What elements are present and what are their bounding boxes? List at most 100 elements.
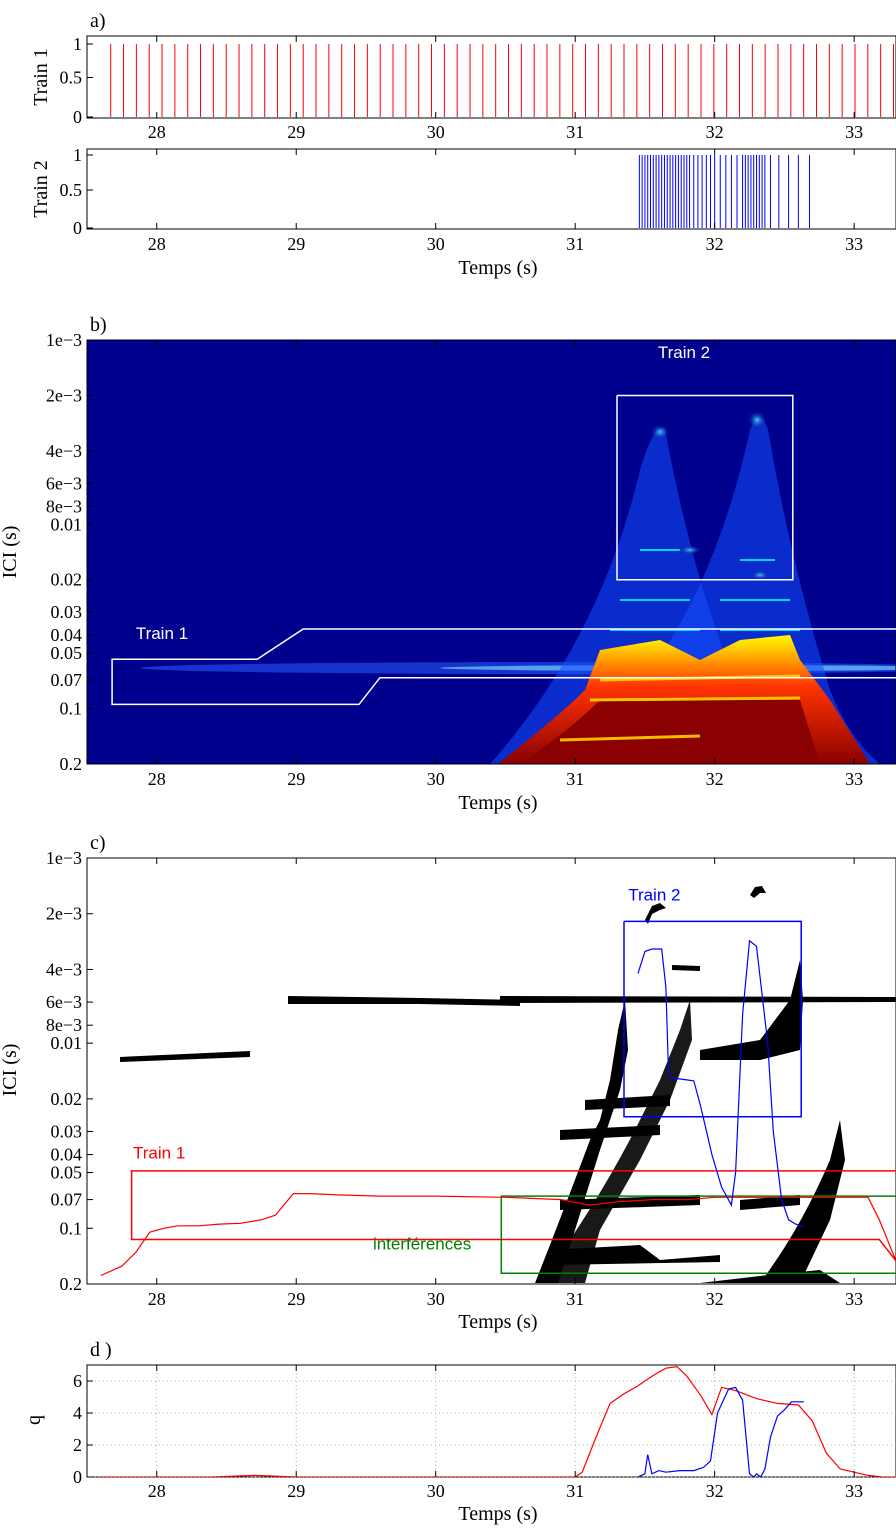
x-tick-label: 28: [148, 1481, 166, 1501]
x-tick-label: 32: [706, 769, 724, 789]
panel-a-xlabel: Temps (s): [458, 257, 537, 279]
y-tick-label: 0: [73, 218, 82, 238]
detection-blobs: [120, 886, 896, 1283]
y-tick-label: 1: [73, 145, 82, 165]
region-outline: [623, 920, 802, 1118]
y-tick-label: 4: [73, 1403, 82, 1423]
panel-d-x-ticks: 28 29 30 31 32 33: [148, 1365, 863, 1501]
y-tick-label: 0.04: [51, 1145, 83, 1165]
panel-b-ylabel: ICI (s): [0, 526, 21, 579]
track-label-train1: Train 1: [133, 1144, 185, 1163]
region-outline: [500, 1195, 896, 1275]
x-tick-label: 33: [845, 1289, 863, 1309]
region-outline: [130, 1170, 896, 1262]
x-tick-label: 31: [566, 769, 584, 789]
x-tick-label: 29: [287, 122, 305, 142]
y-tick-label: 0.03: [51, 602, 83, 622]
panel-d: d ) 0 2 4 6 28 29 30 31 32 33 q Temps (s): [23, 1339, 896, 1525]
panel-c: c) Train 2 Train 1 interférenc: [0, 832, 896, 1333]
panel-c-label: c): [90, 832, 106, 854]
y-tick-label: 2: [73, 1435, 82, 1455]
heatmap-regions: [111, 394, 896, 706]
panel-a-label: a): [90, 10, 106, 32]
y-tick-label: 0.5: [60, 68, 83, 88]
x-tick-label: 30: [427, 234, 445, 254]
y-tick-label: 1: [73, 34, 82, 54]
region-label-interferences: interférences: [373, 1234, 471, 1253]
heatmap-label-train2: Train 2: [658, 343, 710, 362]
y-tick-label: 0.01: [51, 514, 83, 534]
panel-b-xlabel: Temps (s): [458, 792, 537, 814]
y-tick-label: 0.1: [60, 699, 83, 719]
train2-x-ticks: 28 29 30 31 32 33: [148, 149, 863, 254]
x-tick-label: 29: [287, 234, 305, 254]
x-tick-label: 33: [845, 122, 863, 142]
x-tick-label: 31: [566, 234, 584, 254]
y-tick-label: 4e−3: [46, 959, 82, 979]
y-tick-label: 0.1: [60, 1218, 83, 1238]
q-series: [100, 1365, 896, 1477]
y-tick-label: 0.5: [60, 180, 83, 200]
x-tick-label: 33: [845, 234, 863, 254]
y-tick-label: 0.05: [51, 643, 83, 663]
panel-c-x-ticks: 28 29 30 31 32 33: [148, 858, 863, 1309]
region-outline: [616, 394, 794, 581]
train2-y-ticks: 00.51: [60, 145, 93, 238]
x-tick-label: 31: [566, 122, 584, 142]
heatmap: [140, 410, 896, 764]
track-label-train2: Train 2: [628, 886, 680, 905]
x-tick-label: 29: [287, 769, 305, 789]
y-tick-label: 0.2: [60, 1274, 83, 1294]
x-tick-label: 29: [287, 1481, 305, 1501]
ici-tracks: [100, 939, 896, 1277]
y-tick-label: 2e−3: [46, 904, 82, 924]
x-tick-label: 32: [706, 1289, 724, 1309]
panel-c-ylabel: ICI (s): [0, 1044, 21, 1097]
x-tick-label: 30: [427, 122, 445, 142]
panel-d-y-ticks: 0 2 4 6: [73, 1371, 93, 1487]
panel-d-label: d ): [90, 1339, 112, 1361]
y-tick-label: 1e−3: [46, 848, 82, 868]
x-tick-label: 30: [427, 1481, 445, 1501]
x-tick-label: 33: [845, 1481, 863, 1501]
y-tick-label: 0.02: [51, 1089, 83, 1109]
train2-ylabel: Train 2: [30, 160, 52, 218]
panel-d-ylabel: q: [23, 1415, 45, 1425]
panel-c-y-ticks: 1e−3 2e−3 4e−3 6e−3 8e−30.01 0.02 0.03 0.040.05…: [46, 848, 93, 1294]
y-tick-label: 0.04: [51, 625, 83, 645]
region-outline: [111, 628, 896, 706]
train1-ylabel: Train 1: [30, 48, 52, 106]
y-tick-label: 0.07: [51, 670, 83, 690]
x-tick-label: 28: [148, 122, 166, 142]
y-tick-label: 0.03: [51, 1121, 83, 1141]
y-tick-label: 8e−3: [46, 1015, 82, 1035]
panel-a: a) 00.51 28 29 30 31 32 33 Train 1 00.51 28 29…: [30, 10, 896, 279]
y-tick-label: 6: [73, 1371, 82, 1391]
x-tick-label: 32: [706, 1481, 724, 1501]
x-tick-label: 31: [566, 1289, 584, 1309]
q-line: [100, 1365, 896, 1477]
y-tick-label: 0.07: [51, 1190, 83, 1210]
ici-track: [637, 939, 805, 1228]
panel-b-y-ticks: 1e−3 2e−3 4e−3 6e−3 8e−30.01 0.02 0.03 0.040.05…: [46, 330, 93, 774]
y-tick-label: 6e−3: [46, 992, 82, 1012]
panel-c-xlabel: Temps (s): [458, 1311, 537, 1333]
x-tick-label: 30: [427, 769, 445, 789]
x-tick-label: 32: [706, 234, 724, 254]
y-tick-label: 8e−3: [46, 496, 82, 516]
y-tick-label: 1e−3: [46, 330, 82, 350]
x-tick-label: 32: [706, 122, 724, 142]
train2-spikes: [638, 155, 811, 228]
detection-regions: [130, 920, 896, 1275]
x-tick-label: 29: [287, 1289, 305, 1309]
panel-b-label: b): [90, 314, 107, 336]
y-tick-label: 0.05: [51, 1163, 83, 1183]
x-tick-label: 28: [148, 1289, 166, 1309]
ici-track: [100, 1192, 896, 1277]
x-tick-label: 33: [845, 769, 863, 789]
train1-spikes: [110, 44, 894, 117]
x-tick-label: 28: [148, 234, 166, 254]
train1-y-ticks: 00.51: [60, 34, 93, 127]
y-tick-label: 0.02: [51, 570, 83, 590]
